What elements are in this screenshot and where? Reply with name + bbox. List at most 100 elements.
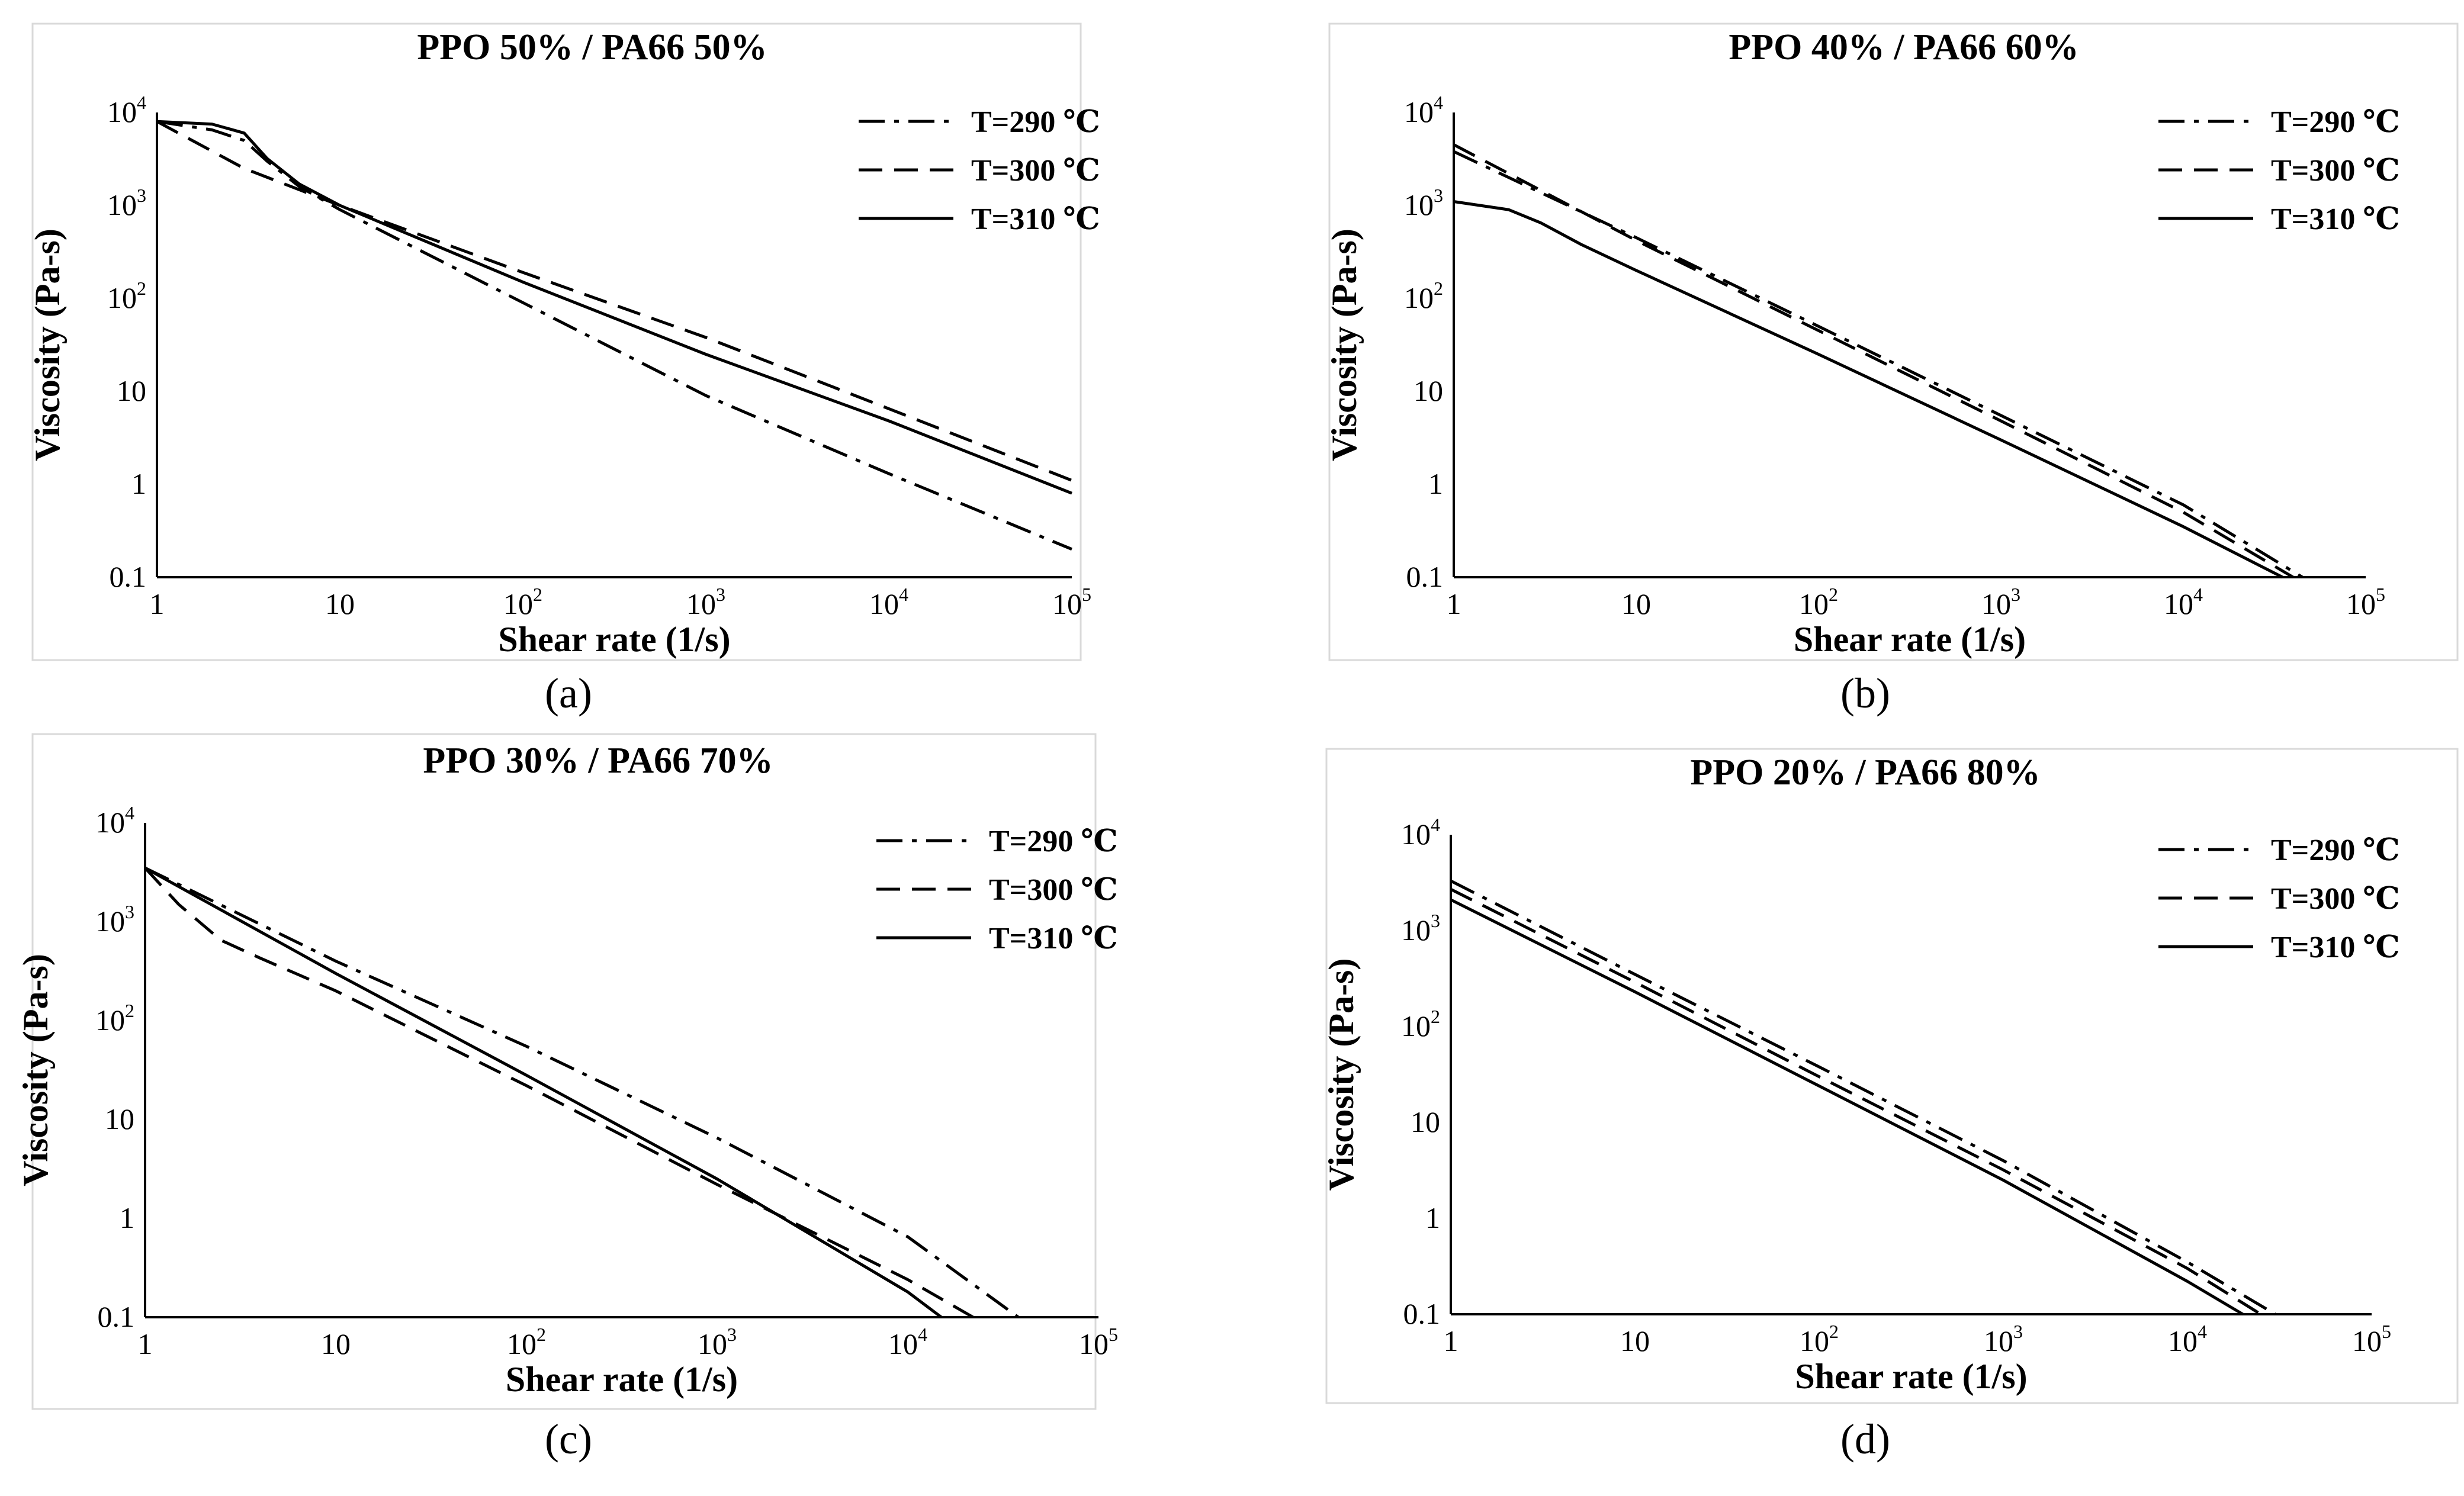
x-tick-label: 102 (503, 584, 542, 620)
y-tick-label: 104 (1401, 814, 1440, 851)
panel-frame (31, 22, 1082, 661)
x-tick-label: 105 (2346, 584, 2385, 620)
chart-panel-1: PPO 40% / PA66 60%1 10 102 103 104 1050.11101… (1325, 22, 2459, 661)
legend: T=290 ℃ T=300 ℃ T=310 ℃ (876, 825, 1118, 955)
chart-title: PPO 20% / PA66 80% (1690, 752, 2040, 793)
y-axis-label: Viscosity (Pa-s) (16, 954, 55, 1186)
chart-title: PPO 50% / PA66 50% (417, 27, 767, 67)
legend-label: T=310 ℃ (2271, 202, 2400, 236)
chart-title: PPO 30% / PA66 70% (423, 741, 773, 781)
y-tick-label: 10 (105, 1102, 134, 1135)
series-line-290 (1453, 150, 2304, 579)
chart-panel-2: PPO 30% / PA66 70%1 10 102 103 104 1050.11101… (16, 733, 1118, 1410)
x-tick-label: 102 (1800, 1321, 1839, 1357)
panel-frame (31, 733, 1097, 1410)
x-tick-label: 103 (1981, 584, 2020, 620)
series-line-290 (156, 120, 1072, 551)
panel-caption: (d) (1840, 1415, 1890, 1463)
x-tick-label: 1 (150, 587, 165, 620)
x-tick-label: 105 (2352, 1321, 2391, 1357)
series-line-310 (1453, 200, 2283, 579)
y-tick-label: 104 (95, 802, 134, 839)
chart-panel-3: PPO 20% / PA66 80%1 10 102 103 104 1050.11101… (1322, 748, 2459, 1404)
y-tick-label: 10 (1411, 1105, 1440, 1138)
chart-panel-0: PPO 50% / PA66 50%1 10 102 103 104 1050.11101… (28, 22, 1100, 661)
x-tick-label: 102 (1799, 584, 1838, 620)
legend-label: T=290 ℃ (971, 105, 1100, 139)
series-line-310 (156, 120, 1072, 495)
y-tick-label: 10 (117, 374, 146, 407)
x-tick-label: 105 (1079, 1324, 1118, 1360)
y-tick-label: 1 (1425, 1201, 1440, 1234)
y-tick-label: 1 (1428, 467, 1443, 500)
y-tick-label: 0.1 (110, 560, 147, 593)
y-tick-label: 104 (107, 92, 146, 128)
panel-caption: (c) (545, 1415, 592, 1463)
panel-caption: (a) (545, 670, 592, 717)
y-tick-label: 103 (95, 901, 134, 938)
y-tick-label: 102 (107, 278, 146, 314)
y-axis-label: Viscosity (Pa-s) (1325, 229, 1364, 461)
legend: T=290 ℃ T=300 ℃ T=310 ℃ (2158, 834, 2400, 964)
x-axis-label: Shear rate (1/s) (498, 620, 730, 659)
x-tick-label: 10 (1621, 587, 1651, 620)
panel-frame (1328, 22, 2459, 661)
y-tick-label: 0.1 (1406, 560, 1444, 593)
x-tick-label: 104 (2164, 584, 2203, 620)
legend-label: T=290 ℃ (989, 825, 1118, 858)
y-tick-label: 104 (1404, 92, 1443, 128)
y-tick-label: 10 (1413, 374, 1443, 407)
x-tick-label: 104 (2168, 1321, 2207, 1357)
series-line-290 (144, 866, 1020, 1319)
y-tick-label: 103 (1404, 185, 1443, 221)
y-tick-label: 0.1 (98, 1300, 135, 1333)
y-tick-label: 1 (120, 1201, 134, 1234)
y-tick-label: 1 (131, 467, 146, 500)
series-line-300 (156, 120, 1072, 482)
legend-label: T=300 ℃ (2271, 882, 2400, 916)
x-tick-label: 103 (1984, 1321, 2023, 1357)
y-tick-label: 102 (1404, 278, 1443, 314)
panel-frame (1325, 748, 2459, 1404)
x-tick-label: 103 (686, 584, 725, 620)
y-tick-label: 102 (95, 1000, 134, 1037)
y-tick-label: 103 (107, 185, 146, 221)
legend: T=290 ℃ T=300 ℃ T=310 ℃ (2158, 105, 2400, 236)
x-tick-label: 104 (888, 1324, 927, 1360)
x-tick-label: 10 (1620, 1324, 1650, 1357)
legend-label: T=290 ℃ (2271, 105, 2400, 139)
series-line-300 (1453, 143, 2294, 579)
x-tick-label: 102 (507, 1324, 546, 1360)
x-tick-label: 1 (1447, 587, 1461, 620)
series-line-300 (1450, 887, 2262, 1316)
x-tick-label: 104 (869, 584, 908, 620)
y-axis-label: Viscosity (Pa-s) (28, 229, 67, 461)
x-axis-label: Shear rate (1/s) (506, 1360, 738, 1399)
legend-label: T=300 ℃ (971, 154, 1100, 188)
legend-label: T=310 ℃ (971, 202, 1100, 236)
y-tick-label: 103 (1401, 910, 1440, 947)
y-axis-label: Viscosity (Pa-s) (1322, 958, 1361, 1191)
x-axis-label: Shear rate (1/s) (1795, 1357, 2027, 1396)
series-line-290 (1450, 879, 2276, 1316)
x-tick-label: 103 (698, 1324, 737, 1360)
x-axis-label: Shear rate (1/s) (1794, 620, 2026, 659)
legend: T=290 ℃ T=300 ℃ T=310 ℃ (859, 105, 1100, 236)
legend-label: T=290 ℃ (2271, 834, 2400, 867)
y-tick-label: 102 (1401, 1006, 1440, 1043)
legend-label: T=310 ℃ (989, 922, 1118, 955)
y-tick-label: 0.1 (1403, 1297, 1441, 1330)
x-tick-label: 1 (138, 1327, 153, 1360)
series-line-310 (144, 866, 943, 1318)
panel-caption: (b) (1840, 670, 1890, 717)
legend-label: T=300 ℃ (989, 873, 1118, 907)
legend-label: T=310 ℃ (2271, 931, 2400, 964)
series-line-310 (1450, 898, 2244, 1316)
x-tick-label: 10 (321, 1327, 351, 1360)
x-tick-label: 105 (1052, 584, 1091, 620)
x-tick-label: 1 (1444, 1324, 1459, 1357)
chart-title: PPO 40% / PA66 60% (1729, 27, 2079, 67)
legend-label: T=300 ℃ (2271, 154, 2400, 188)
series-line-300 (144, 867, 974, 1319)
